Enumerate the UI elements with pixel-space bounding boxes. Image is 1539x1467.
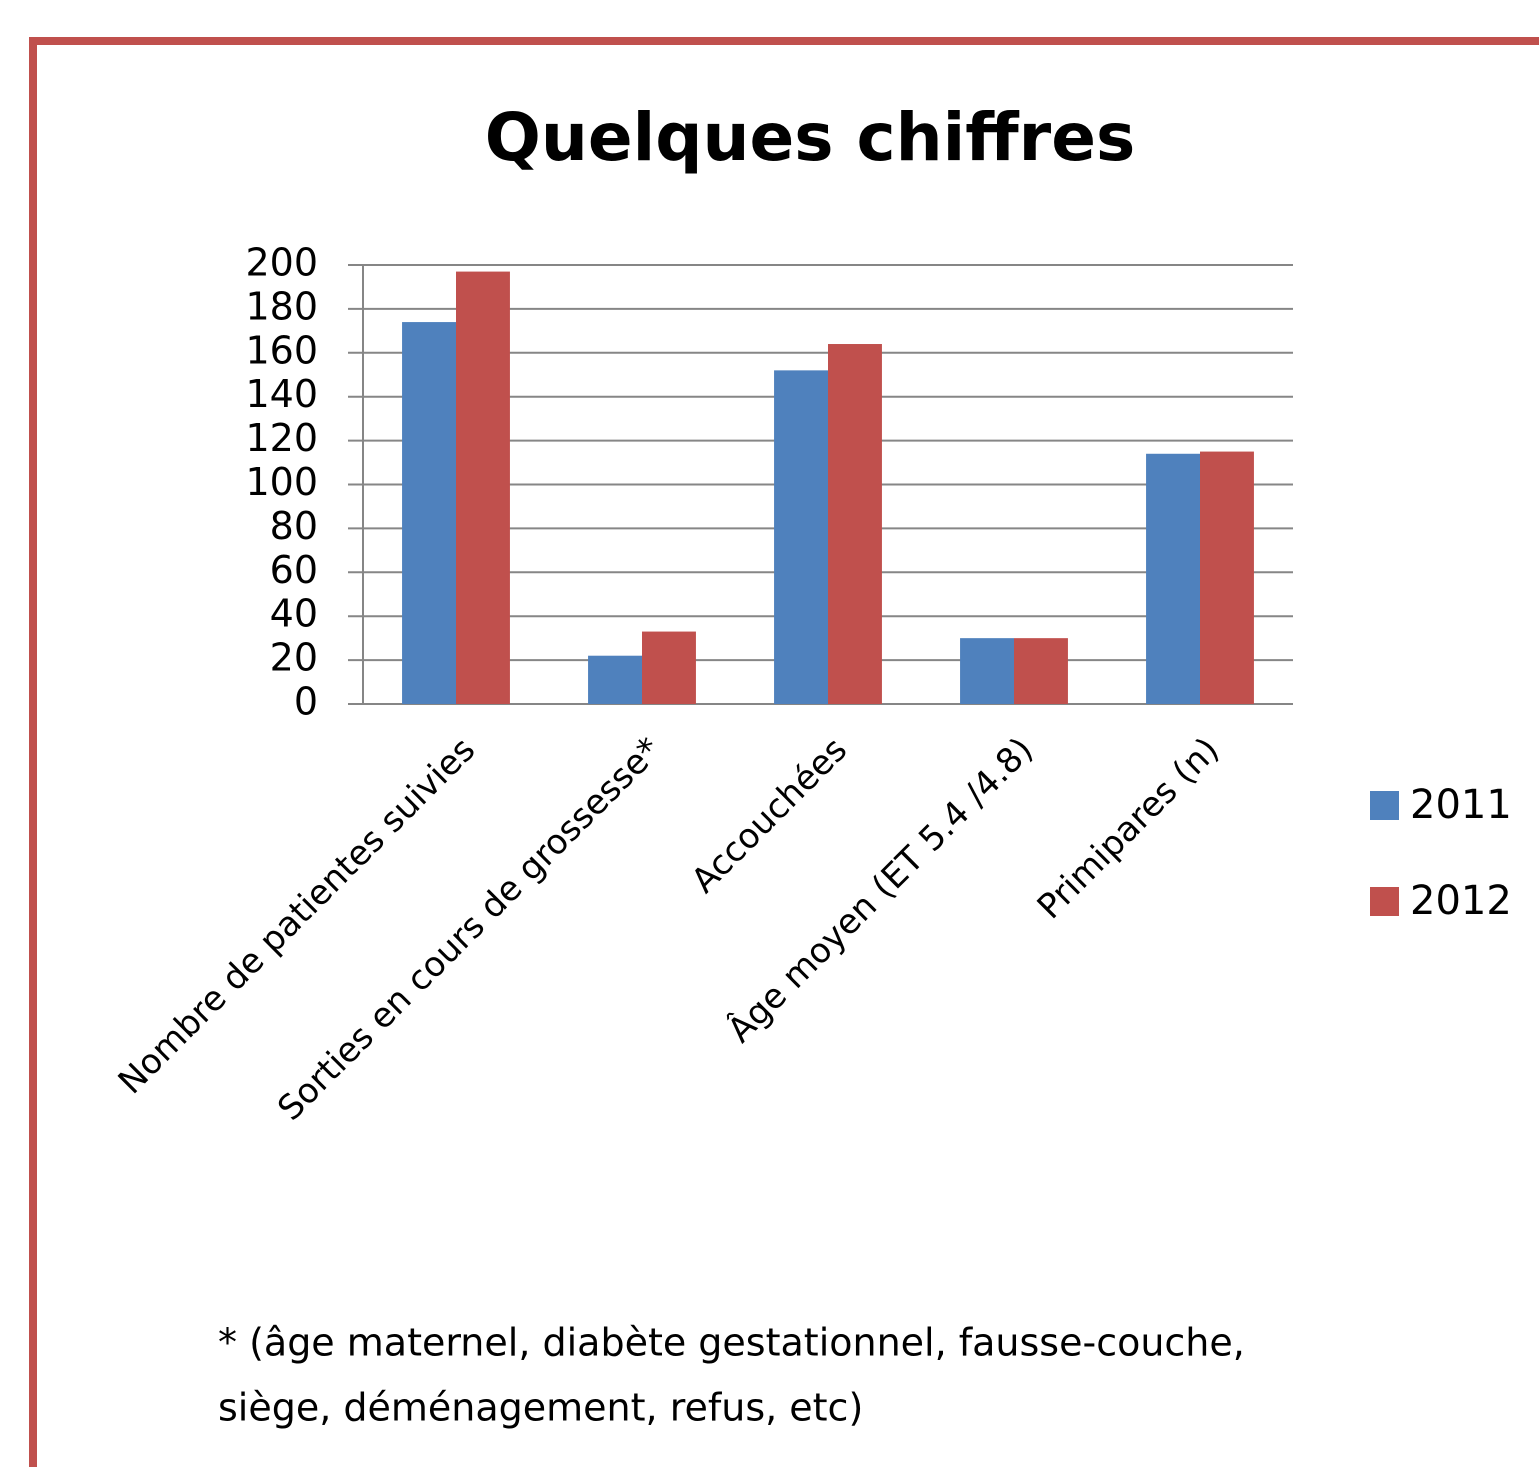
y-tick-label: 20 <box>270 636 318 680</box>
bar <box>774 370 828 704</box>
legend-swatch <box>1370 887 1399 916</box>
bar <box>642 631 696 704</box>
chart-title: Quelques chiffres <box>485 99 1136 176</box>
bar <box>1146 453 1200 704</box>
footnote: siège, déménagement, refus, etc) <box>218 1386 863 1430</box>
footnote: * (âge maternel, diabète gestationnel, f… <box>218 1321 1245 1365</box>
bar <box>1014 638 1068 704</box>
y-tick-label: 0 <box>294 680 318 724</box>
y-tick-label: 80 <box>270 504 318 548</box>
y-tick-label: 100 <box>245 460 318 504</box>
y-tick-label: 180 <box>245 284 318 328</box>
y-tick-label: 200 <box>245 241 318 285</box>
y-tick-label: 120 <box>245 416 318 460</box>
bar <box>588 655 642 704</box>
legend-label: 2012 <box>1410 878 1512 924</box>
y-tick-label: 160 <box>245 328 318 372</box>
bar <box>456 271 510 704</box>
bar <box>1200 451 1254 704</box>
bar <box>828 344 882 704</box>
y-tick-label: 40 <box>270 592 318 636</box>
y-tick-label: 140 <box>245 372 318 416</box>
bar <box>960 638 1014 704</box>
y-tick-label: 60 <box>270 548 318 592</box>
legend-swatch <box>1370 791 1399 820</box>
bar <box>402 322 456 704</box>
legend-label: 2011 <box>1410 782 1512 828</box>
